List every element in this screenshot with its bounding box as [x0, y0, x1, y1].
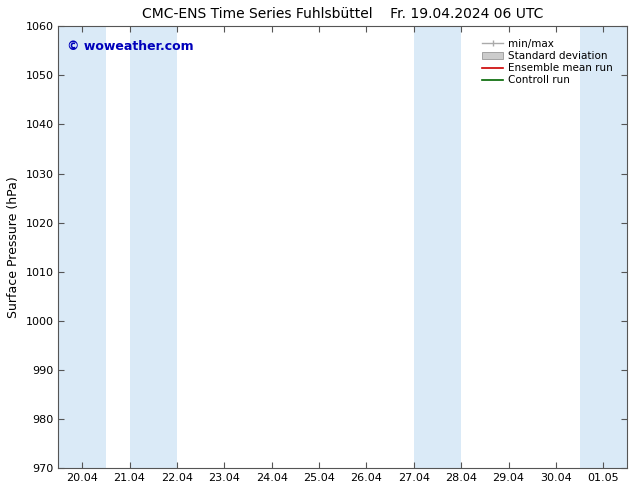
Bar	[579, 26, 627, 468]
Bar	[58, 26, 106, 468]
Text: © woweather.com: © woweather.com	[67, 40, 193, 52]
Bar	[129, 26, 177, 468]
Y-axis label: Surface Pressure (hPa): Surface Pressure (hPa)	[7, 176, 20, 318]
Title: CMC-ENS Time Series Fuhlsbüttel    Fr. 19.04.2024 06 UTC: CMC-ENS Time Series Fuhlsbüttel Fr. 19.0…	[142, 7, 543, 21]
Legend: min/max, Standard deviation, Ensemble mean run, Controll run: min/max, Standard deviation, Ensemble me…	[479, 36, 616, 88]
Bar	[414, 26, 461, 468]
